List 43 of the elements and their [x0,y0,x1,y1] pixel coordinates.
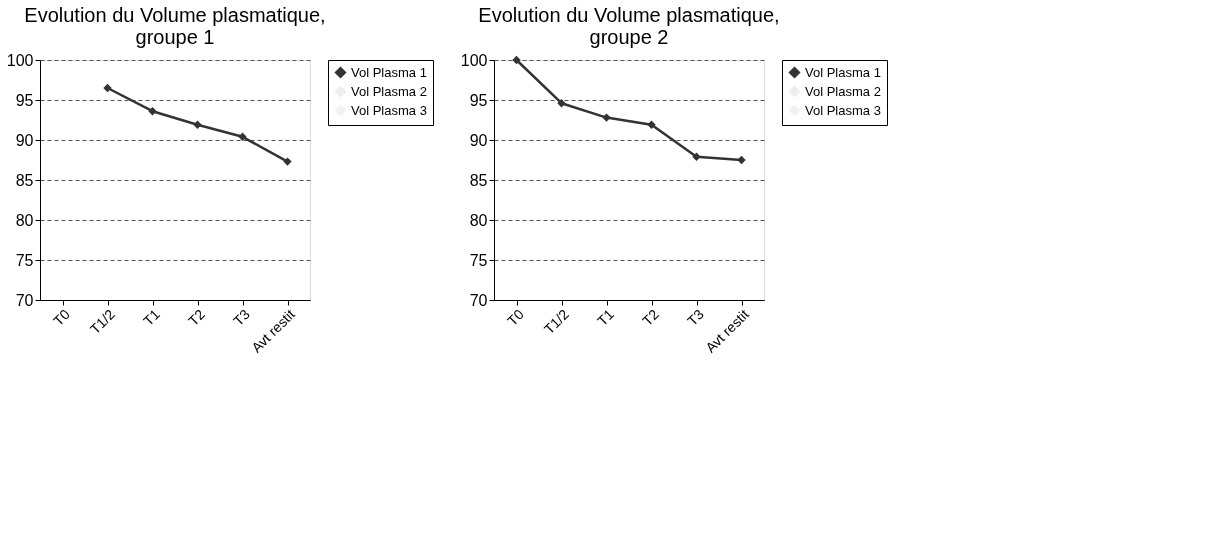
y-tick-label: 90 [15,131,34,149]
point [193,120,202,129]
legend-label: Vol Plasma 1 [805,64,881,80]
y-tick-label: 100 [460,51,488,69]
y-tick-label: 75 [469,251,488,269]
point [512,55,521,65]
x-tick-label: T1/2 [86,305,119,338]
point [283,157,292,166]
x-tick-label: T2 [639,305,663,329]
y-tick-label: 100 [6,51,34,69]
point [647,120,656,129]
legend-label: Vol Plasma 1 [351,64,427,80]
y-tick-label: 95 [469,91,488,109]
chart-title: Evolution du Volume plasmatique, groupe 2 [478,4,780,48]
x-tick-label: T1/2 [540,305,573,338]
y-tick-label: 70 [15,291,34,309]
legend-label: Vol Plasma 3 [351,102,427,118]
point [737,155,746,165]
point [557,99,566,108]
y-tick-label: 70 [469,291,488,309]
x-tick-label: T0 [504,305,528,329]
y-tick-label: 90 [469,131,488,149]
point [602,113,611,122]
x-tick-label: T0 [50,305,74,329]
chart-title: Evolution du Volume plasmatique, groupe 1 [24,4,326,48]
legend-label: Vol Plasma 3 [805,102,881,118]
x-tick-label: T1 [594,305,618,329]
y-tick-label: 85 [15,171,34,189]
x-tick-label: T2 [185,305,209,329]
point [148,107,157,116]
x-tick-label: T1 [140,305,164,329]
point [692,152,701,161]
legend-label: Vol Plasma 2 [805,83,881,99]
x-tick-label: T3 [684,305,708,329]
y-tick-label: 85 [469,171,488,189]
y-tick-label: 95 [15,91,34,109]
y-tick-label: 75 [15,251,34,269]
y-tick-label: 80 [15,211,34,229]
y-tick-label: 80 [469,211,488,229]
point [238,132,247,141]
legend-label: Vol Plasma 2 [351,83,427,99]
x-tick-label: T3 [230,305,254,329]
point [103,83,112,93]
